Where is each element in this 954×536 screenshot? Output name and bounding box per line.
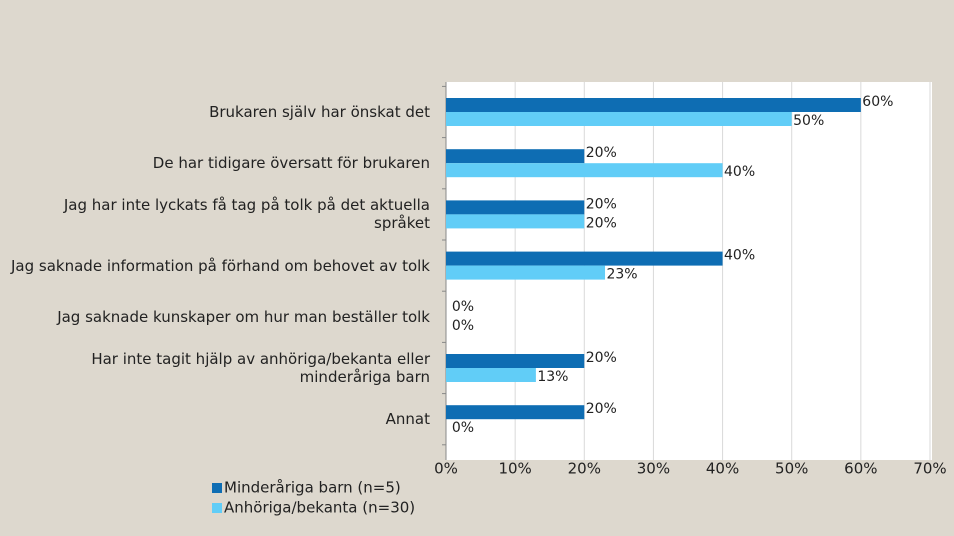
legend-swatch [212,503,222,513]
bar [446,368,536,382]
bar [446,163,723,178]
value-label: 0% [452,299,474,315]
bar [446,354,585,368]
y-tick-label: Brukaren själv har önskat det [209,103,430,121]
x-tick-label: 30% [637,460,670,478]
y-tick-label: Jag saknade kunskaper om hur man beställ… [57,307,430,326]
y-tick-label: Har inte tagit hjälp av anhöriga/bekanta… [91,350,430,386]
x-tick-label: 50% [775,460,808,478]
x-tick-label: 70% [913,460,946,478]
bar [446,251,723,266]
bar [446,200,585,215]
x-tick-label: 60% [844,460,877,478]
y-tick-label: De har tidigare översatt för brukaren [152,154,430,173]
value-label: 13% [537,369,568,385]
value-label: 20% [586,350,617,366]
x-tick-label: 20% [568,460,601,478]
bar [446,214,585,229]
value-label: 50% [793,113,824,129]
value-label: 60% [862,94,893,110]
value-label: 0% [452,318,474,334]
value-label: 0% [452,420,474,436]
legend-label: Anhöriga/bekanta (n=30) [224,499,415,517]
y-tick-label: Jag har inte lyckats få tag på tolk på d… [63,196,430,233]
value-label: 20% [586,145,617,161]
x-tick-label: 40% [706,460,739,478]
x-tick-label: 10% [498,460,531,478]
value-label: 20% [586,215,617,231]
bar [446,149,585,164]
x-tick-label: 0% [434,460,458,478]
bar [446,405,585,420]
bar [446,265,606,280]
y-tick-label: Annat [385,410,430,429]
legend-label: Minderåriga barn (n=5) [224,479,401,497]
bar [446,98,861,112]
y-tick-label: Jag saknade information på förhand om be… [11,256,430,275]
value-label: 40% [724,164,755,180]
value-label: 40% [724,248,755,264]
legend-swatch [212,483,222,493]
value-label: 20% [586,196,617,212]
value-label: 23% [606,267,637,283]
value-label: 20% [586,401,617,417]
bar [446,112,792,126]
